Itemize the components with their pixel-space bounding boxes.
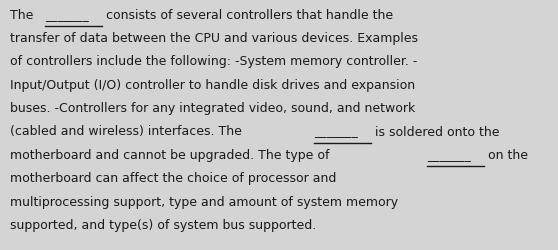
Text: motherboard and cannot be upgraded. The type of: motherboard and cannot be upgraded. The … (10, 148, 334, 161)
Text: is soldered onto the: is soldered onto the (371, 125, 499, 138)
Text: Input/Output (I/O) controller to handle disk drives and expansion: Input/Output (I/O) controller to handle … (10, 78, 415, 92)
Text: consists of several controllers that handle the: consists of several controllers that han… (102, 9, 393, 22)
Text: _______: _______ (314, 125, 358, 138)
Text: (cabled and wireless) interfaces. The: (cabled and wireless) interfaces. The (10, 125, 246, 138)
Text: _______: _______ (45, 9, 89, 22)
Text: multiprocessing support, type and amount of system memory: multiprocessing support, type and amount… (10, 195, 398, 208)
Text: buses. -Controllers for any integrated video, sound, and network: buses. -Controllers for any integrated v… (10, 102, 415, 115)
Text: on the: on the (484, 148, 528, 161)
Text: transfer of data between the CPU and various devices. Examples: transfer of data between the CPU and var… (10, 32, 418, 45)
Text: _______: _______ (427, 148, 471, 161)
Text: motherboard can affect the choice of processor and: motherboard can affect the choice of pro… (10, 172, 336, 184)
Text: The: The (10, 9, 37, 22)
Text: supported, and type(s) of system bus supported.: supported, and type(s) of system bus sup… (10, 218, 316, 231)
Text: of controllers include the following: -System memory controller. -: of controllers include the following: -S… (10, 55, 417, 68)
